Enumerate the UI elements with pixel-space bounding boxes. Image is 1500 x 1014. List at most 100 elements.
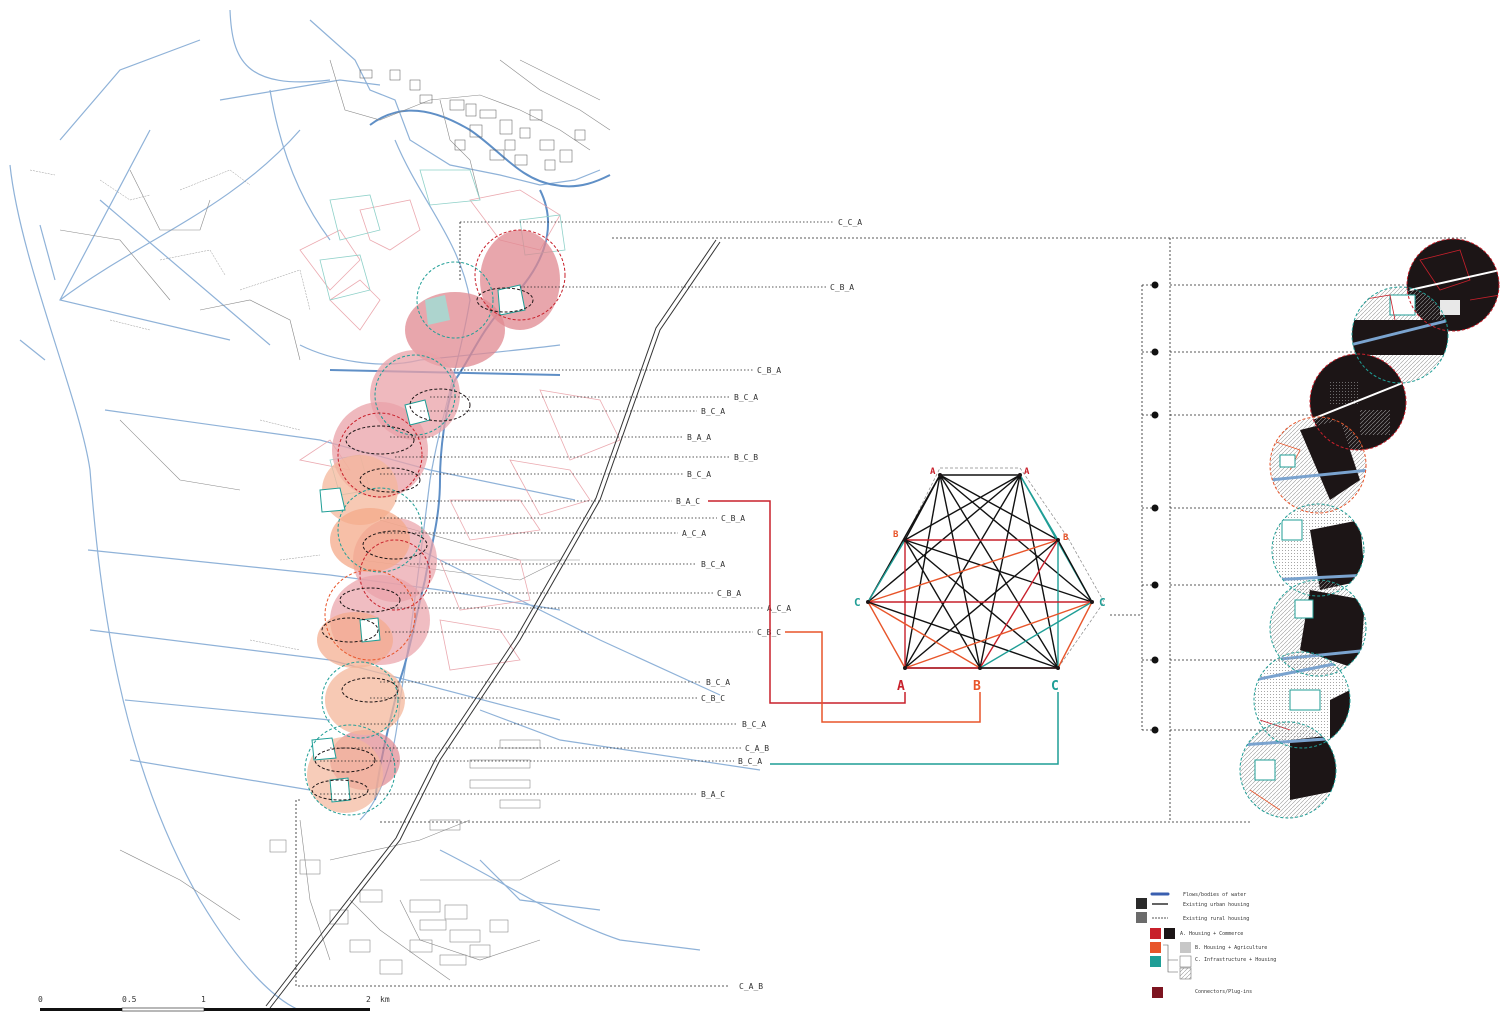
- scale-tick-0: 0: [38, 995, 43, 1004]
- legend-item-a: A. Housing + Commerce: [1150, 928, 1243, 939]
- scale-tick-0-5: 0.5: [122, 995, 137, 1004]
- legend-item-c: C. Infrastructure + Housing: [1150, 944, 1276, 980]
- pattern-code-label: B_C_B: [734, 453, 758, 462]
- svg-text:B. Housing + Agriculture: B. Housing + Agriculture: [1195, 945, 1267, 951]
- frame-lines: [380, 237, 1468, 823]
- svg-text:Flows/bodies of water: Flows/bodies of water: [1183, 892, 1246, 898]
- graph-edges: [867, 474, 1093, 669]
- pattern-code-label: A_C_A: [767, 604, 791, 613]
- dark-square-icon: [1136, 898, 1147, 909]
- orange-square-icon: [1150, 942, 1161, 953]
- pattern-code-label: C_B_A: [830, 283, 854, 292]
- pattern-code-label: B_C_A: [742, 720, 766, 729]
- rural-housing: [29, 169, 321, 651]
- svg-text:A. Housing + Commerce: A. Housing + Commerce: [1180, 931, 1243, 937]
- graph-node-label-b-left: B: [893, 530, 899, 540]
- red-square-icon: [1150, 928, 1161, 939]
- module-thumb-8: [1240, 722, 1336, 818]
- graph-node-label-a-top-left: A: [930, 467, 936, 477]
- pattern-code-label: B_C_A: [738, 757, 762, 766]
- graph-node-label-c-bottom: C: [1051, 679, 1059, 694]
- teal-square-icon: [1150, 956, 1161, 967]
- scale-tick-1: 1: [201, 995, 206, 1004]
- graph-edge: [867, 601, 1059, 669]
- graph-edge: [867, 474, 1021, 603]
- pattern-code-label: B_C_A: [734, 393, 758, 402]
- grey-square-icon: [1136, 912, 1147, 923]
- graph-edge: [904, 539, 1093, 603]
- legend-bracket-icon: [1163, 944, 1178, 973]
- road-network: [59, 59, 611, 981]
- legend-item-water: Flows/bodies of water: [1150, 892, 1246, 898]
- graph-node-label-b-bottom: B: [973, 679, 981, 694]
- dark-square-icon: [1164, 928, 1175, 939]
- module-thumb-5: [1272, 504, 1364, 596]
- right-tree-dots: [1151, 281, 1159, 734]
- legend: Flows/bodies of water Existing urban hou…: [1136, 892, 1276, 998]
- graph-connectors: [708, 500, 1059, 765]
- urban-housing-top: [359, 69, 586, 171]
- connector-square-icon: [1152, 987, 1163, 998]
- graph-edge: [904, 601, 1093, 669]
- leader-lines: [320, 221, 834, 795]
- pattern-code-label: B_C_A: [687, 470, 711, 479]
- graph-edge: [1057, 539, 1093, 603]
- pattern-code-label: B_A_C: [676, 497, 700, 506]
- module-thumbnails: [1239, 238, 1500, 819]
- scale-bar: 0 0.5 1 2 km: [38, 995, 390, 1012]
- graph-node-label-b-right: B: [1063, 533, 1069, 543]
- pattern-labels: C_C_A C_B_A C_B_A B_C_A B_C_A B_A_A B_C_B B_C_A…: [676, 218, 862, 991]
- legend-item-b: B. Housing + Agriculture: [1150, 942, 1267, 953]
- graph-edge: [867, 601, 981, 669]
- graph-edge: [939, 474, 1059, 541]
- scale-segment-1: [40, 1008, 122, 1011]
- scale-tick-2: 2: [366, 995, 371, 1004]
- graph-edge: [979, 601, 1093, 669]
- module-thumb-4: [1270, 417, 1366, 513]
- hatch-square-icon: [1179, 967, 1192, 980]
- svg-text:Existing urban housing: Existing urban housing: [1183, 902, 1249, 908]
- graph-node-label-a-bottom: A: [897, 679, 905, 694]
- complete-graph: A A B B C C A B C: [854, 467, 1106, 694]
- legend-item-urban: Existing urban housing: [1136, 898, 1249, 909]
- graph-edge: [1057, 601, 1093, 669]
- graph-node-label-c-right: C: [1099, 596, 1106, 609]
- svg-text:Existing rural housing: Existing rural housing: [1183, 916, 1249, 922]
- graph-edge: [867, 539, 1059, 603]
- graph-node-label-c-left: C: [854, 596, 861, 609]
- graph-edge: [904, 539, 1059, 669]
- graph-edge: [904, 474, 1021, 541]
- pattern-code-label: C_A_B: [739, 982, 763, 991]
- legend-item-rural: Existing rural housing: [1136, 912, 1249, 923]
- svg-text:Connectors/Plug-ins: Connectors/Plug-ins: [1195, 989, 1252, 995]
- pattern-code-label: B_A_C: [701, 790, 725, 799]
- white-square-icon: [1179, 955, 1192, 968]
- pattern-code-label: B_A_A: [687, 433, 711, 442]
- pattern-code-label: C_C_A: [838, 218, 862, 227]
- scale-segment-3: [204, 1008, 370, 1011]
- zone-fills: [307, 230, 560, 813]
- pattern-code-label: C_A_B: [745, 744, 769, 753]
- svg-text:C. Infrastructure + Housing: C. Infrastructure + Housing: [1195, 957, 1276, 963]
- light-grey-square-icon: [1180, 942, 1191, 953]
- scale-segment-2: [121, 1007, 205, 1012]
- graph-edge: [867, 539, 906, 603]
- pattern-code-label: C_B_A: [717, 589, 741, 598]
- scale-unit: km: [380, 995, 390, 1004]
- graph-edge: [904, 474, 941, 669]
- graph-node-label-a-top-right: A: [1024, 467, 1030, 477]
- pattern-code-label: C_B_C: [701, 694, 725, 703]
- urban-housing-bottom: [269, 739, 541, 975]
- pattern-code-label: C_B_C: [757, 628, 781, 637]
- pattern-code-label: B_C_A: [701, 560, 725, 569]
- pattern-code-label: B_C_A: [706, 678, 730, 687]
- graph-nodes: [866, 473, 1094, 670]
- bottom-bracket: [295, 222, 730, 987]
- pattern-code-label: C_B_A: [721, 514, 745, 523]
- pattern-code-label: C_B_A: [757, 366, 781, 375]
- legend-item-connector: Connectors/Plug-ins: [1152, 987, 1252, 998]
- graph-edge: [867, 601, 906, 669]
- graph-edge: [939, 474, 1093, 603]
- pattern-code-label: A_C_A: [682, 529, 706, 538]
